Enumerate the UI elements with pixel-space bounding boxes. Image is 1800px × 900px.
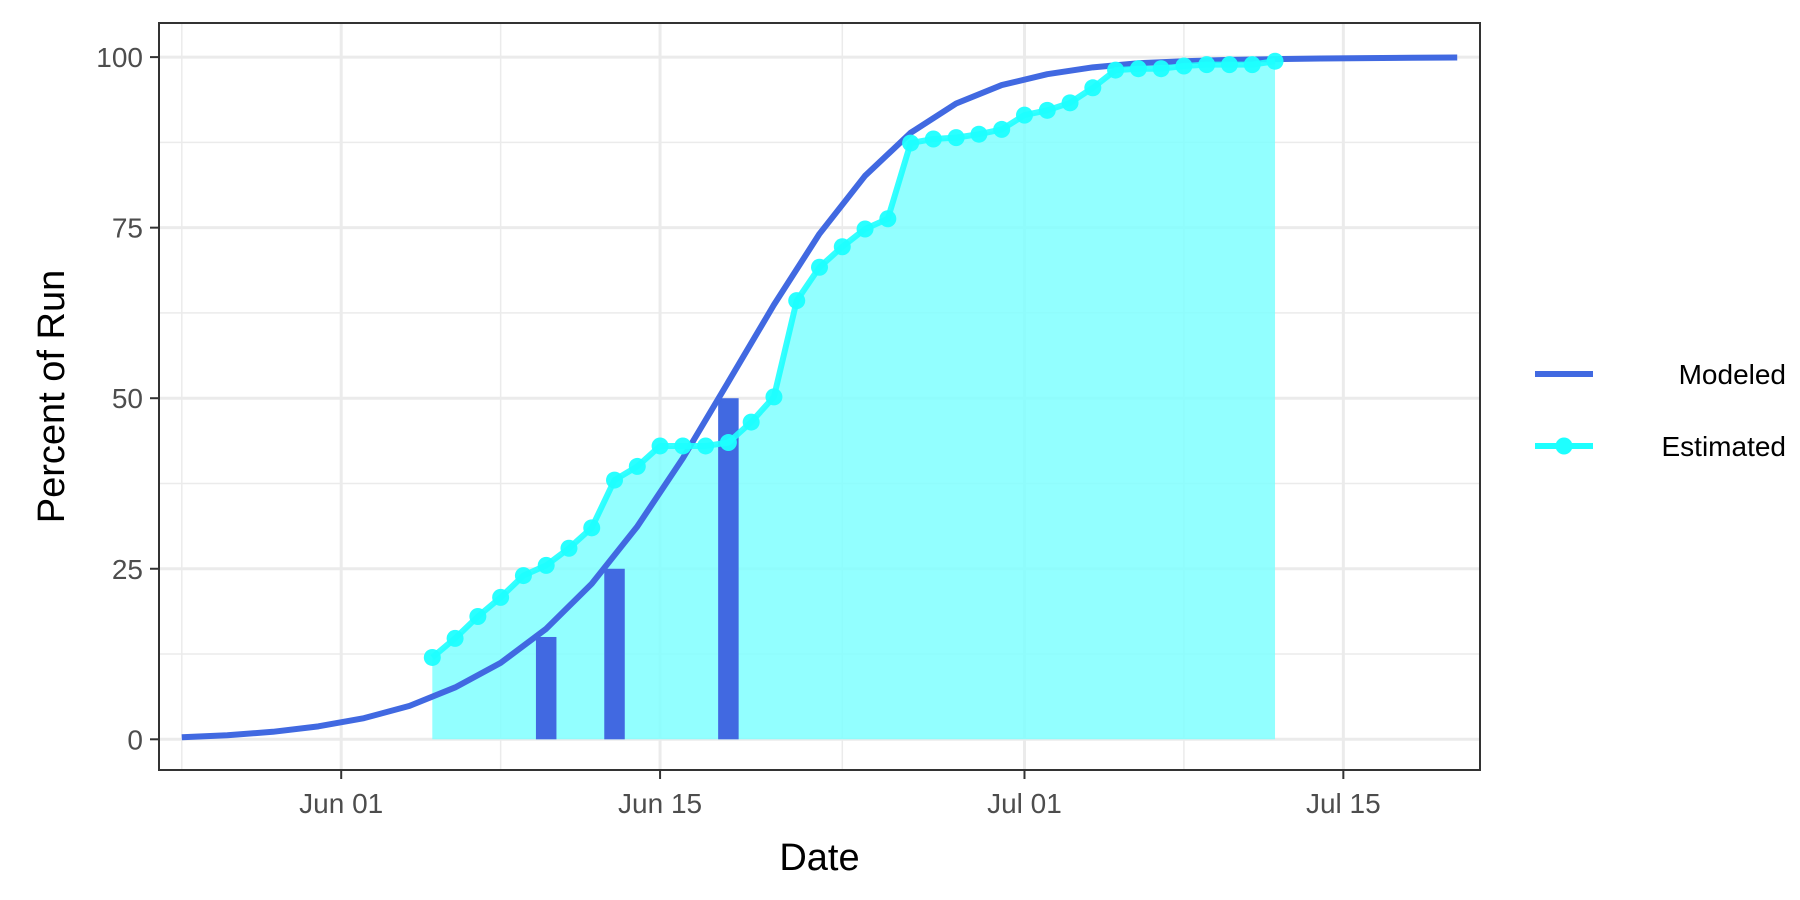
estimated-point: [1038, 101, 1056, 119]
panel-border: [158, 22, 1481, 771]
estimated-point: [924, 130, 942, 148]
x-axis-title: Date: [779, 837, 859, 879]
estimated-point: [1107, 61, 1125, 79]
estimated-point: [811, 258, 828, 276]
estimated-point: [719, 434, 737, 452]
estimated-point: [947, 129, 965, 147]
legend-estimated-label: Estimated: [1662, 431, 1787, 462]
estimated-point: [1152, 60, 1170, 78]
x-tick-label: Jul 01: [987, 788, 1062, 819]
estimated-point: [902, 134, 920, 152]
estimated-point: [765, 388, 783, 406]
estimated-point: [560, 539, 578, 557]
y-axis-title: Percent of Run: [31, 270, 73, 523]
estimated-point: [1243, 56, 1261, 74]
estimated-point: [606, 471, 624, 489]
y-tick-label: 100: [96, 42, 143, 73]
estimated-point: [423, 648, 441, 666]
y-tick-label: 75: [112, 213, 143, 244]
estimated-point: [628, 457, 646, 475]
estimated-point: [651, 437, 669, 455]
y-tick-label: 50: [112, 383, 143, 414]
x-tick-label: Jul 15: [1306, 788, 1381, 819]
legend: Modeled Estimated: [1535, 359, 1786, 462]
estimated-point: [833, 238, 851, 256]
estimated-point: [674, 437, 692, 455]
bar: [604, 568, 625, 740]
estimated-point: [1129, 60, 1147, 78]
legend-estimated-point: [1555, 437, 1573, 455]
estimated-point: [879, 210, 897, 228]
estimated-point: [583, 519, 601, 537]
y-tick-label: 0: [127, 724, 143, 755]
estimated-point: [1220, 56, 1238, 74]
estimated-point: [537, 556, 555, 574]
x-tick-label: Jun 15: [618, 788, 702, 819]
estimated-point: [1175, 57, 1193, 75]
y-tick-label: 25: [112, 554, 143, 585]
estimated-point: [514, 567, 532, 585]
estimated-point: [1061, 94, 1079, 112]
bar-layer: [535, 398, 739, 740]
estimated-point: [697, 437, 715, 455]
estimated-area-layer: [432, 61, 1276, 740]
estimated-point: [788, 292, 806, 310]
axes: 0 25 50 75 100 Jun 01 Jun 15 Jul 01 Jul 15: [96, 42, 1380, 819]
estimated-area: [432, 61, 1276, 740]
estimated-point: [1198, 56, 1216, 74]
bar: [535, 636, 557, 740]
estimated-point: [993, 120, 1011, 138]
modeled-line: [181, 54, 1458, 741]
estimated-point: [970, 125, 988, 143]
estimated-point: [742, 413, 760, 431]
estimated-point: [492, 588, 510, 606]
estimated-point: [469, 608, 487, 626]
point-layer: [423, 52, 1284, 666]
estimated-point: [1015, 106, 1033, 124]
x-tick-label: Jun 01: [299, 788, 383, 819]
legend-modeled-label: Modeled: [1679, 359, 1786, 390]
estimated-point: [856, 220, 874, 238]
estimated-point: [446, 629, 464, 647]
bar: [718, 398, 739, 740]
estimated-point: [1084, 79, 1102, 97]
estimated-point: [1266, 52, 1284, 70]
